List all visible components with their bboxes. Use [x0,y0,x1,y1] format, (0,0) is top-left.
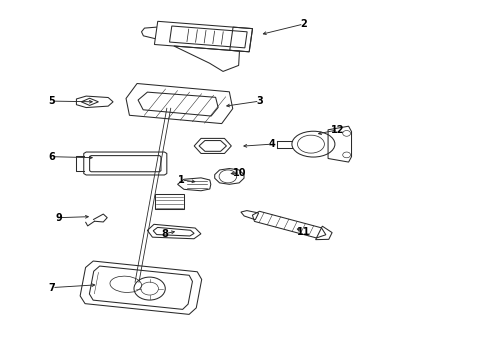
Text: 2: 2 [300,19,307,29]
Text: 7: 7 [49,283,55,293]
Text: 4: 4 [269,139,275,149]
Text: 6: 6 [49,152,55,162]
Text: 11: 11 [297,227,310,237]
Text: 1: 1 [178,175,185,185]
Text: 8: 8 [161,229,168,239]
Text: 9: 9 [56,213,63,222]
Text: 5: 5 [49,96,55,106]
Text: 10: 10 [233,168,247,178]
Text: 3: 3 [256,96,263,106]
Text: 12: 12 [331,125,344,135]
